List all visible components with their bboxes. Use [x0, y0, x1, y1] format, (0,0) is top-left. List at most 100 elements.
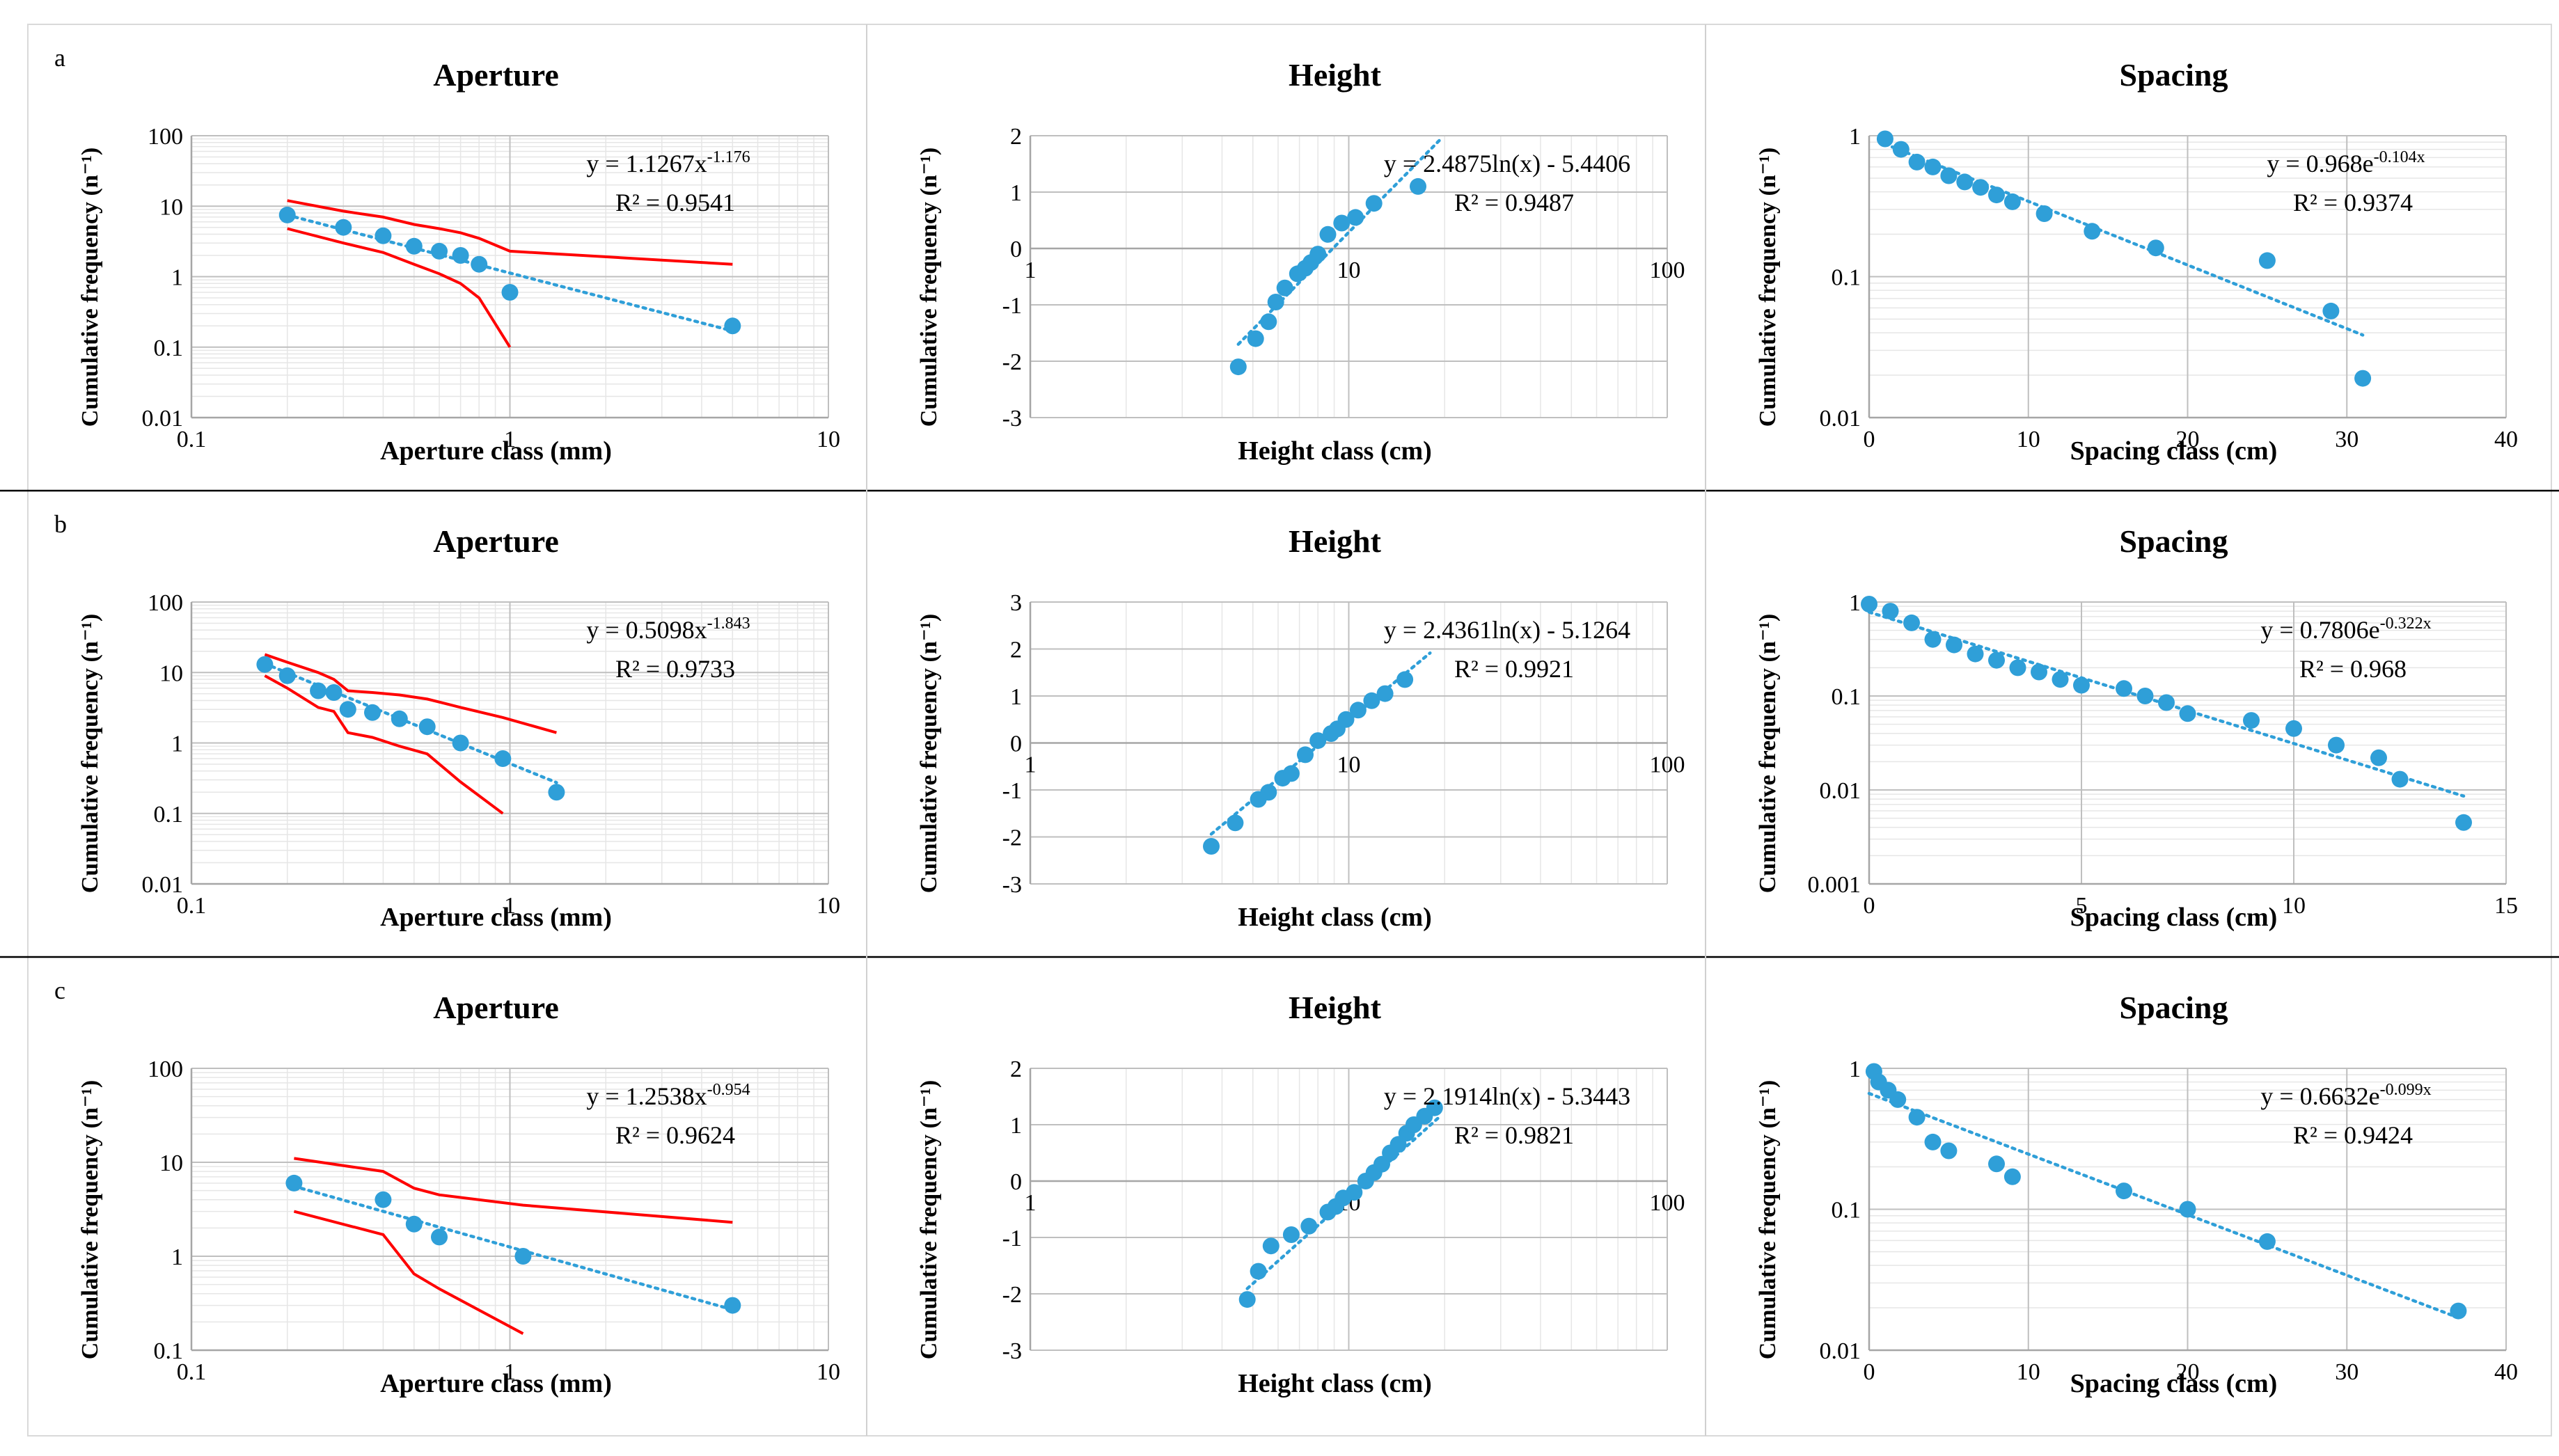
- minor-gridlines: [1125, 136, 1653, 418]
- data-point: [431, 242, 448, 260]
- y-tick-label: 0.1: [154, 802, 184, 828]
- trendline-equation: y = 1.1267x-1.176: [586, 148, 750, 177]
- trendline: [1867, 1091, 2460, 1320]
- data-point: [724, 1297, 741, 1314]
- r-squared-label: R² = 0.9374: [2293, 189, 2413, 216]
- data-point: [339, 701, 356, 718]
- data-point: [1227, 814, 1244, 832]
- y-tick-label: 0.01: [1820, 778, 1861, 804]
- y-tick-label: 0: [1010, 731, 1022, 757]
- x-tick-label: 10: [2282, 893, 2306, 919]
- data-point: [471, 255, 488, 273]
- y-tick-label: -1: [1002, 778, 1022, 804]
- y-tick-label: -2: [1002, 349, 1022, 375]
- data-point: [1363, 692, 1380, 709]
- data-points: [1229, 177, 1426, 376]
- y-tick-label: 0: [1010, 237, 1022, 262]
- chart-title: Spacing: [2120, 57, 2228, 93]
- chart-title: Aperture: [433, 990, 559, 1025]
- data-point: [364, 704, 381, 721]
- y-tick-label: 1: [1010, 1113, 1022, 1139]
- y-tick-label: -2: [1002, 1282, 1022, 1308]
- upper-bound-line: [294, 1157, 733, 1224]
- data-point: [1410, 177, 1426, 195]
- minor-gridlines: [191, 1068, 828, 1350]
- data-point: [278, 667, 296, 684]
- y-axis-title: Cumulative frequency (n⁻¹): [1755, 614, 1781, 894]
- x-axis-title: Height class (cm): [1238, 1369, 1432, 1398]
- x-tick-label: 40: [2494, 1359, 2518, 1385]
- data-point: [1309, 732, 1327, 750]
- data-point: [1396, 671, 1414, 688]
- row-label: b: [54, 510, 67, 538]
- r-squared-label: R² = 0.9821: [1454, 1121, 1574, 1149]
- trendline-equation: y = 2.4361ln(x) - 5.1264: [1384, 616, 1630, 644]
- x-tick-label: 10: [817, 427, 840, 452]
- data-point: [1376, 685, 1394, 702]
- x-tick-label: 1: [504, 893, 516, 919]
- y-tick-label: 0: [1010, 1169, 1022, 1195]
- data-point: [2084, 223, 2101, 240]
- trendline-equation: y = 0.6632e-0.099x: [2260, 1081, 2431, 1110]
- y-tick-label: 0.01: [1820, 406, 1861, 432]
- data-point: [1250, 1263, 1267, 1280]
- trendline-equation: y = 0.968e-0.104x: [2267, 148, 2425, 177]
- x-axis-title: Spacing class (cm): [2070, 436, 2278, 466]
- data-point: [1333, 214, 1351, 232]
- data-point: [1365, 195, 1383, 212]
- y-tick-label: 1: [1849, 1057, 1861, 1082]
- data-point: [375, 227, 392, 244]
- r-squared-label: R² = 0.9424: [2293, 1121, 2413, 1149]
- data-point: [375, 1191, 392, 1208]
- data-point: [2328, 736, 2345, 754]
- data-point: [2158, 694, 2175, 711]
- data-point: [2258, 1233, 2276, 1250]
- data-point: [431, 1228, 448, 1246]
- data-point: [1282, 1226, 1300, 1243]
- data-point: [278, 206, 296, 223]
- x-axis-title: Spacing class (cm): [2070, 1369, 2278, 1398]
- x-tick-label: 100: [1650, 1190, 1685, 1216]
- minor-gridlines: [1869, 606, 2506, 857]
- data-point: [2031, 663, 2047, 681]
- upper-bound-line: [264, 653, 557, 734]
- y-tick-label: 100: [148, 124, 183, 150]
- y-axis-title: Cumulative frequency (n⁻¹): [916, 614, 942, 894]
- y-tick-label: 3: [1010, 590, 1022, 616]
- y-tick-label: 1: [1010, 684, 1022, 710]
- chart-title: Spacing: [2120, 990, 2228, 1025]
- y-tick-label: 2: [1010, 1057, 1022, 1082]
- x-tick-label: 1: [1025, 1190, 1037, 1216]
- data-point: [2052, 671, 2069, 688]
- y-tick-label: 1: [171, 1244, 183, 1270]
- y-tick-label: -1: [1002, 293, 1022, 319]
- x-tick-label: 0.1: [177, 427, 207, 452]
- x-tick-label: 20: [2176, 1359, 2200, 1385]
- y-axis-title: Cumulative frequency (n⁻¹): [916, 148, 942, 427]
- data-point: [2003, 1168, 2021, 1185]
- data-point: [2258, 252, 2276, 269]
- x-tick-label: 10: [817, 893, 840, 919]
- data-points: [278, 206, 741, 335]
- y-tick-label: 1: [1010, 180, 1022, 206]
- data-point: [1988, 651, 2005, 669]
- y-tick-label: -3: [1002, 406, 1022, 432]
- data-point: [501, 284, 519, 301]
- x-tick-label: 100: [1650, 258, 1685, 283]
- data-point: [452, 734, 469, 752]
- r-squared-label: R² = 0.968: [2299, 655, 2407, 683]
- data-point: [1229, 358, 1247, 376]
- data-point: [325, 684, 342, 701]
- data-point: [285, 1174, 303, 1192]
- x-tick-label: 0: [1864, 1359, 1875, 1385]
- data-point: [391, 710, 408, 727]
- y-tick-label: 0.01: [1820, 1338, 1861, 1364]
- trendline: [1236, 136, 1443, 346]
- data-point: [1238, 1291, 1256, 1308]
- data-point: [335, 219, 352, 236]
- x-tick-label: 0: [1864, 893, 1875, 919]
- data-point: [1988, 1155, 2005, 1173]
